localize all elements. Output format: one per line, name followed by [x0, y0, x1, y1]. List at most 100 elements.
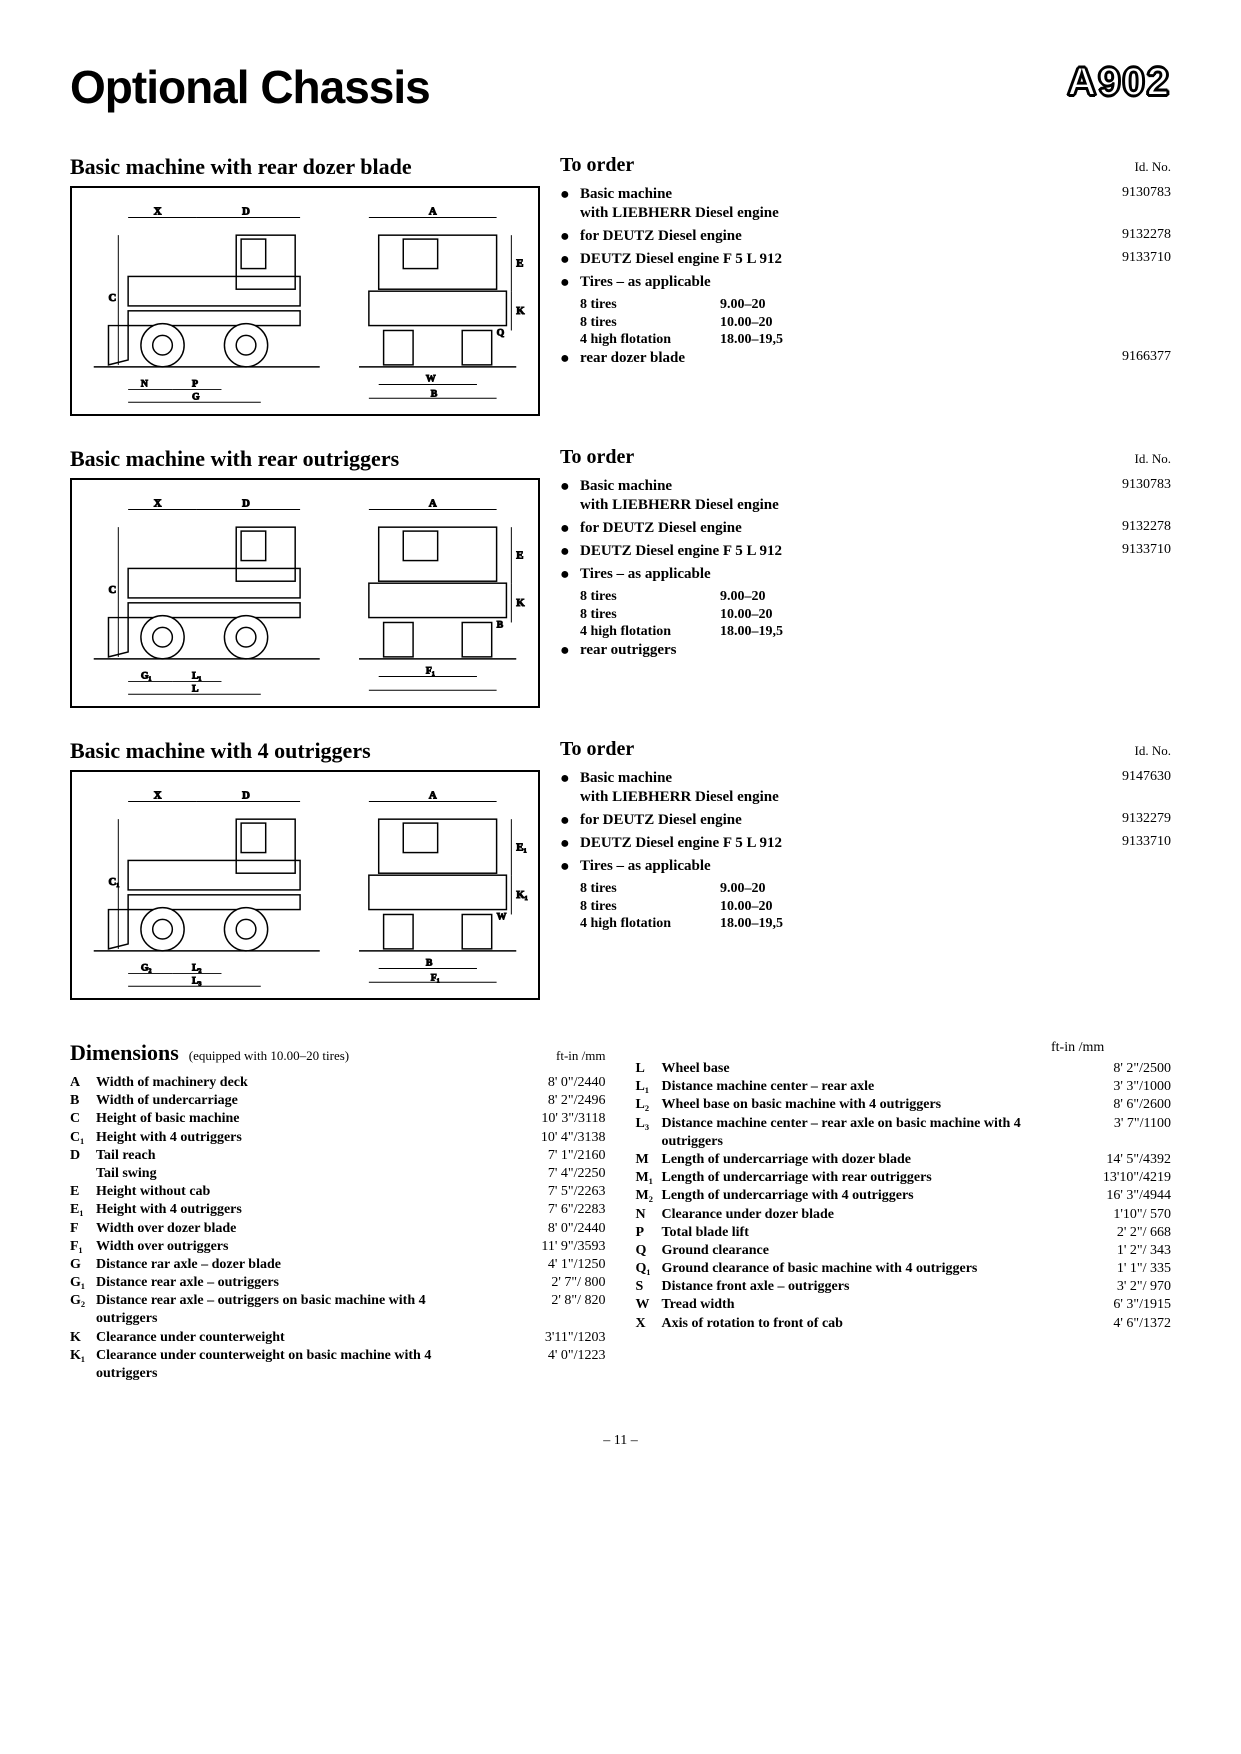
tire-spec: 8 tires10.00–20 [580, 314, 1171, 332]
dimension-row: BWidth of undercarriage8' 2"/2496 [70, 1092, 606, 1110]
dim-value: 8' 0"/2440 [486, 1074, 606, 1092]
order-id: 9132278 [1081, 227, 1171, 243]
dim-key: L₃ [636, 1115, 662, 1151]
diagram-box: X D A C E K N P G Q W B [70, 186, 540, 416]
tire-spec: 4 high flotation18.00–19,5 [580, 331, 1171, 349]
svg-text:Q: Q [497, 327, 505, 338]
idno-label: Id. No. [1135, 743, 1171, 759]
dim-key: L₁ [636, 1078, 662, 1096]
order-item: ●Basic machinewith LIEBHERR Diesel engin… [560, 477, 1171, 515]
dim-key: D [70, 1147, 96, 1165]
dimension-row: G₁Distance rear axle – outriggers2' 7"/ … [70, 1274, 606, 1292]
dim-label: Length of undercarriage with 4 outrigger… [662, 1187, 1052, 1205]
svg-text:E: E [516, 258, 523, 270]
svg-text:A: A [429, 790, 437, 802]
machine-diagram-svg: X D A C₁ E₁ K₁ G₂ L₂ L₃ W B F₁ [72, 772, 538, 998]
dim-value: 7' 4"/2250 [486, 1165, 606, 1183]
dimension-row: L₁Distance machine center – rear axle3' … [636, 1078, 1172, 1096]
dimension-row: GDistance rar axle – dozer blade4' 1"/12… [70, 1256, 606, 1274]
dimension-row: AWidth of machinery deck8' 0"/2440 [70, 1074, 606, 1092]
machine-diagram-svg: X D A C E K G₁ L₁ L B F₁ [72, 480, 538, 706]
dim-value: 7' 5"/2263 [486, 1183, 606, 1201]
svg-text:X: X [154, 790, 162, 802]
dim-label: Length of undercarriage with rear outrig… [662, 1169, 1052, 1187]
dim-key: G [70, 1256, 96, 1274]
order-id: 9133710 [1081, 834, 1171, 850]
bullet-icon: ● [560, 565, 580, 584]
dimension-row: PTotal blade lift2' 2"/ 668 [636, 1224, 1172, 1242]
page-title: Optional Chassis [70, 60, 430, 114]
order-item: ●Basic machinewith LIEBHERR Diesel engin… [560, 769, 1171, 807]
svg-text:B: B [431, 388, 438, 399]
dim-label: Distance machine center – rear axle on b… [662, 1115, 1052, 1151]
dim-value: 1' 1"/ 335 [1051, 1260, 1171, 1278]
dimension-row: SDistance front axle – outriggers3' 2"/ … [636, 1278, 1172, 1296]
svg-text:D: D [242, 790, 250, 802]
dimension-row: Tail swing7' 4"/2250 [70, 1165, 606, 1183]
dimension-row: KClearance under counterweight3'11"/1203 [70, 1329, 606, 1347]
dim-value: 11' 9"/3593 [486, 1238, 606, 1256]
diagram-box: X D A C₁ E₁ K₁ G₂ L₂ L₃ W B F₁ [70, 770, 540, 1000]
dim-value: 2' 2"/ 668 [1051, 1224, 1171, 1242]
order-item: ●for DEUTZ Diesel engine9132279 [560, 811, 1171, 830]
dim-value: 3'11"/1203 [486, 1329, 606, 1347]
dim-value: 14' 5"/4392 [1051, 1151, 1171, 1169]
svg-text:L: L [192, 683, 199, 694]
order-item: ●DEUTZ Diesel engine F 5 L 9129133710 [560, 250, 1171, 269]
dimension-row: E₁Height with 4 outriggers7' 6"/2283 [70, 1201, 606, 1219]
svg-text:X: X [154, 498, 162, 510]
dimensions-right-col: ft-in /mm LWheel base8' 2"/2500L₁Distanc… [636, 1040, 1172, 1383]
svg-text:C: C [108, 292, 116, 304]
dim-value: 6' 3"/1915 [1051, 1296, 1171, 1314]
svg-text:G₂: G₂ [141, 962, 152, 973]
order-text: DEUTZ Diesel engine F 5 L 912 [580, 834, 1081, 853]
dim-label: Width of machinery deck [96, 1074, 486, 1092]
dimension-row: QGround clearance1' 2"/ 343 [636, 1242, 1172, 1260]
svg-text:G: G [192, 391, 200, 402]
svg-text:K: K [516, 305, 525, 317]
tire-spec: 8 tires9.00–20 [580, 880, 1171, 898]
tire-spec: 8 tires10.00–20 [580, 606, 1171, 624]
dimension-row: L₃Distance machine center – rear axle on… [636, 1115, 1172, 1151]
order-text: Tires – as applicable [580, 857, 1081, 876]
section-heading: Basic machine with rear outriggers [70, 446, 540, 472]
svg-text:G₁: G₁ [141, 670, 152, 681]
dim-label: Height of basic machine [96, 1110, 486, 1128]
dim-key: G₁ [70, 1274, 96, 1292]
dim-label: Distance machine center – rear axle [662, 1078, 1052, 1096]
dim-label: Wheel base [662, 1060, 1052, 1078]
idno-label: Id. No. [1135, 159, 1171, 175]
dimension-row: L₂Wheel base on basic machine with 4 out… [636, 1096, 1172, 1114]
order-heading: To order [560, 738, 634, 761]
dim-label: Tread width [662, 1296, 1052, 1314]
chassis-section: Basic machine with rear outriggers [70, 446, 1171, 708]
dim-key: M [636, 1151, 662, 1169]
order-id: 9147630 [1081, 769, 1171, 785]
dim-label: Width over outriggers [96, 1238, 486, 1256]
dimension-row: MLength of undercarriage with dozer blad… [636, 1151, 1172, 1169]
order-text: Basic machinewith LIEBHERR Diesel engine [580, 477, 1081, 515]
dim-value: 8' 2"/2496 [486, 1092, 606, 1110]
order-text: Tires – as applicable [580, 565, 1081, 584]
dim-label: Ground clearance of basic machine with 4… [662, 1260, 1052, 1278]
bullet-icon: ● [560, 250, 580, 269]
dim-key: L₂ [636, 1096, 662, 1114]
dim-value: 4' 0"/1223 [486, 1347, 606, 1383]
bullet-icon: ● [560, 519, 580, 538]
dim-label: Wheel base on basic machine with 4 outri… [662, 1096, 1052, 1114]
dim-value: 4' 6"/1372 [1051, 1315, 1171, 1333]
dimension-row: NClearance under dozer blade1'10"/ 570 [636, 1206, 1172, 1224]
dim-label: Distance rear axle – outriggers [96, 1274, 486, 1292]
bullet-icon: ● [560, 227, 580, 246]
order-id: 9130783 [1081, 185, 1171, 201]
dimensions-section: Dimensions (equipped with 10.00–20 tires… [70, 1040, 1171, 1383]
order-id: 9130783 [1081, 477, 1171, 493]
order-text: rear outriggers [580, 641, 1081, 660]
dim-value: 8' 2"/2500 [1051, 1060, 1171, 1078]
dim-label: Width over dozer blade [96, 1220, 486, 1238]
dim-key: B [70, 1092, 96, 1110]
dim-key: Q₁ [636, 1260, 662, 1278]
dim-label: Clearance under counterweight [96, 1329, 486, 1347]
order-item: ●rear dozer blade9166377 [560, 349, 1171, 368]
order-id: 9132279 [1081, 811, 1171, 827]
